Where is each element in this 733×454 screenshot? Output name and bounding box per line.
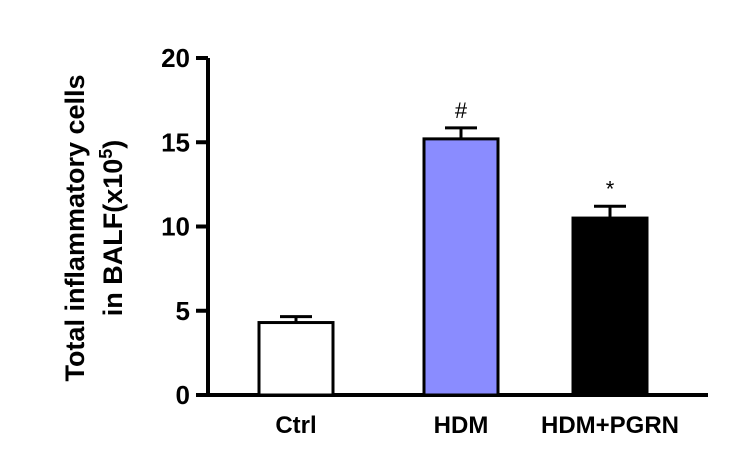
y-axis-label-line-2: in BALF(x105) (96, 140, 128, 317)
bar-hdm-pgrn (571, 216, 649, 397)
y-axis-label-line-1: Total inflammatory cells (60, 74, 90, 381)
y-tick-label-20: 20 (161, 43, 190, 73)
significance-marker-2: * (606, 176, 615, 201)
x-tick-label-0: Ctrl (275, 412, 316, 439)
bar-hdm (422, 137, 500, 397)
bars: #* (257, 98, 649, 397)
y-tick-label-0: 0 (176, 380, 190, 410)
x-tick-label-1: HDM (434, 412, 489, 439)
y-tick-label-15: 15 (161, 127, 190, 157)
x-tick-label-2: HDM+PGRN (541, 412, 679, 439)
bar-ctrl (257, 321, 335, 397)
y-tick-label-10: 10 (161, 212, 190, 242)
y-axis-label: Total inflammatory cells in BALF(x105) (60, 74, 128, 381)
significance-marker-1: # (455, 98, 468, 123)
y-tick-label-5: 5 (176, 296, 190, 326)
